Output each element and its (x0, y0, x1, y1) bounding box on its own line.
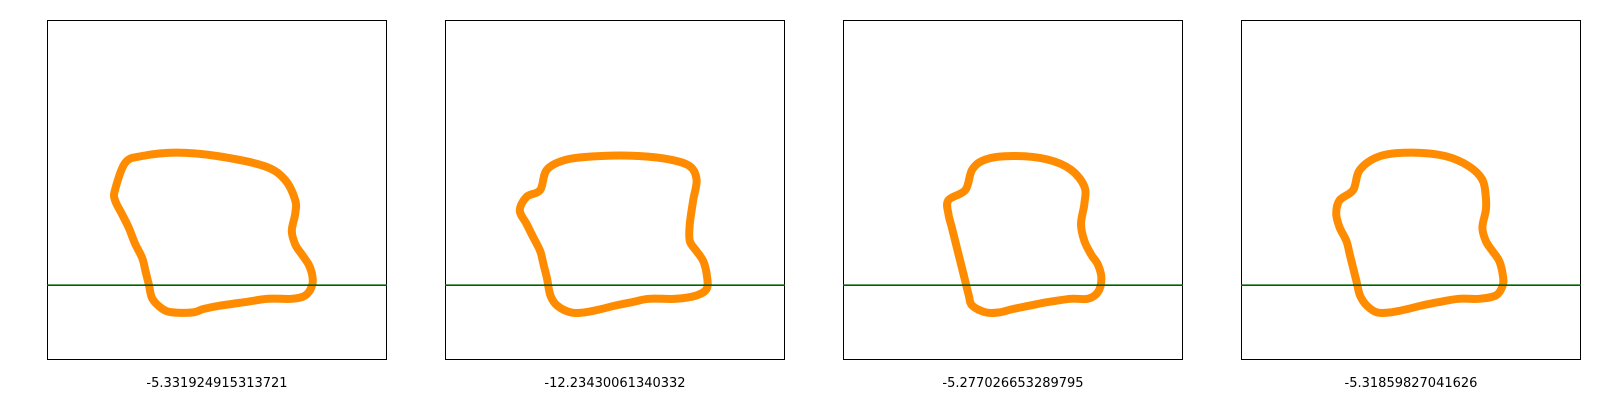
plot-area (1241, 20, 1581, 360)
panel-caption: -5.31859827041626 (1344, 376, 1478, 391)
plot-frame (1241, 20, 1581, 360)
plot-area (843, 20, 1183, 360)
panel-2: -12.23430061340332 (445, 20, 785, 400)
panel-caption: -5.277026653289795 (942, 376, 1084, 391)
shape-outline (109, 148, 317, 317)
shape-outline (515, 151, 712, 318)
panel-caption: -12.23430061340332 (544, 376, 686, 391)
plot-area (47, 20, 387, 360)
shape-outline (1332, 148, 1508, 318)
panel-3: -5.277026653289795 (843, 20, 1183, 400)
panel-caption: -5.331924915313721 (146, 376, 288, 391)
panel-4: -5.31859827041626 (1241, 20, 1581, 400)
panel-1: -5.331924915313721 (47, 20, 387, 400)
shape-outline (943, 152, 1106, 318)
plot-area (445, 20, 785, 360)
plot-frame (843, 20, 1183, 360)
